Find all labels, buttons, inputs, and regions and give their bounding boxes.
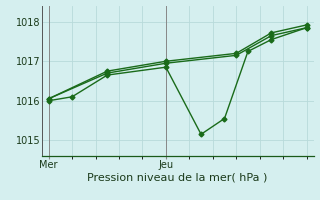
X-axis label: Pression niveau de la mer( hPa ): Pression niveau de la mer( hPa ) [87,173,268,183]
